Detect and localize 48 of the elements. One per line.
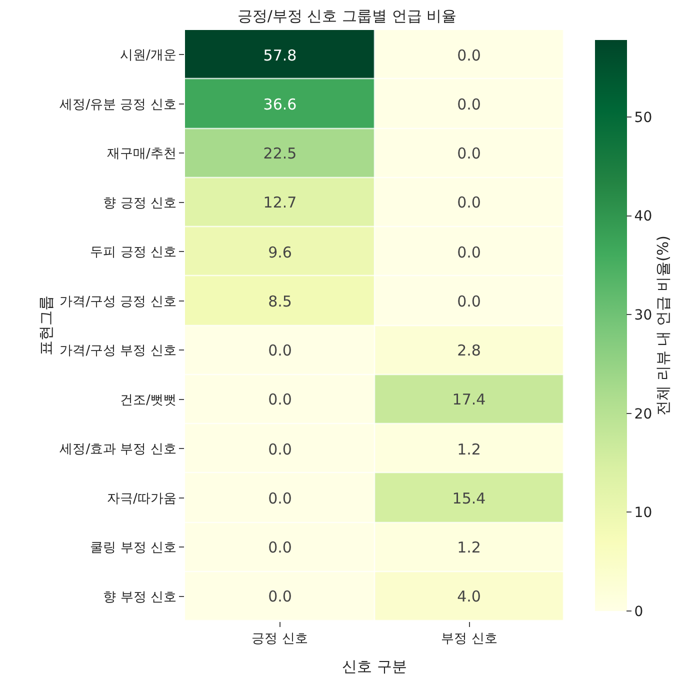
data-label: 0.0 (268, 489, 292, 508)
x-tick-label: 긍정 신호 (252, 632, 308, 647)
y-tick-label: 재구매/추천 (107, 146, 176, 162)
data-label: 0.0 (268, 341, 292, 360)
y-tick-label: 자극/따가움 (107, 491, 176, 506)
color-bar-label: 30 (634, 308, 652, 324)
y-tick-label: 가격/구성 긍정 신호 (60, 294, 176, 310)
color-bar-label: 0 (634, 604, 644, 620)
y-tick-label: 향 부정 신호 (103, 590, 176, 605)
color-bar-label: 10 (634, 505, 652, 522)
data-label: 0.0 (457, 193, 481, 212)
data-label: 12.7 (263, 193, 297, 212)
data-label: 0.0 (457, 243, 481, 262)
data-label: 22.5 (263, 144, 297, 162)
y-tick-label: 쿨링 부정 신호 (90, 540, 176, 556)
y-tick-label: 두피 긍정 신호 (90, 245, 176, 260)
data-label: 4.0 (457, 587, 481, 606)
y-tick-label: 가격/구성 부정 신호 (60, 344, 176, 359)
y-tick-label: 향 긍정 신호 (103, 196, 176, 211)
x-tick-label: 부정 신호 (441, 632, 498, 647)
color-bar-label: 50 (634, 110, 652, 126)
y-tick-label: 건조/뻣뻣 (120, 392, 176, 408)
data-label: 9.6 (268, 243, 292, 262)
data-label: 0.0 (457, 144, 481, 162)
color-bar-label: 20 (634, 406, 652, 422)
data-label: 0.0 (457, 46, 481, 64)
color-bar-label: 40 (634, 208, 652, 225)
data-label: 36.6 (263, 95, 297, 114)
color-bar-title: 전체 리뷰 내 언급 비율(%) (654, 235, 672, 416)
data-label: 8.5 (268, 292, 292, 310)
chart-title: 긍정/부정 신호 그룹별 언급 비율 (237, 6, 457, 25)
y-tick-label: 세정/유분 긍정 신호 (60, 97, 176, 112)
data-label: 0.0 (457, 95, 481, 114)
data-label: 17.4 (452, 390, 486, 408)
data-label: 0.0 (268, 390, 292, 408)
data-label: 0.0 (268, 538, 292, 556)
y-tick-label: 시원/개운 (120, 48, 176, 64)
data-label: 0.0 (268, 587, 292, 606)
data-label: 2.8 (457, 341, 481, 360)
data-label: 0.0 (268, 440, 292, 458)
data-label: 1.2 (457, 538, 481, 556)
data-label: 0.0 (457, 292, 481, 310)
y-tick-label: 세정/효과 부정 신호 (60, 442, 176, 458)
data-label: 15.4 (452, 489, 486, 508)
x-axis-title: 신호 구분 (342, 658, 407, 676)
y-axis-title: 표현그룹 (36, 296, 55, 356)
data-label: 57.8 (263, 46, 297, 64)
data-label: 1.2 (457, 440, 481, 458)
